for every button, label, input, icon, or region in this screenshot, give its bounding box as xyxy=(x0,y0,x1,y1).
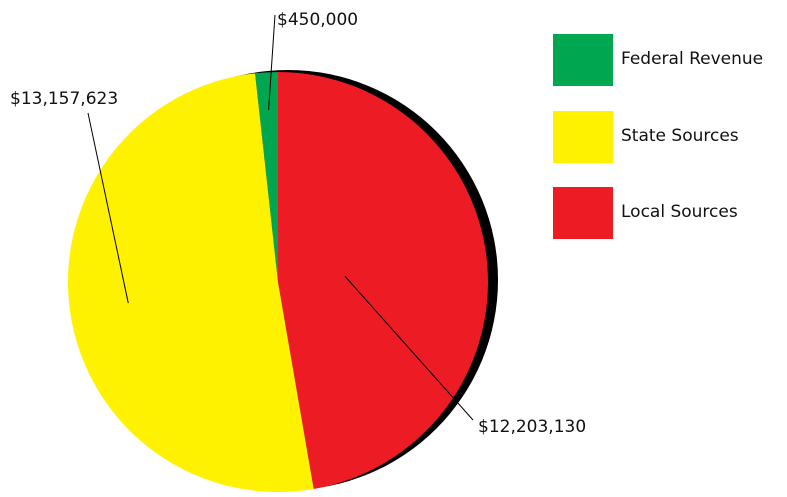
leader-line-local-sources xyxy=(344,275,474,421)
data-label-local-sources: $12,203,130 xyxy=(478,417,586,437)
pie-slice-federal-revenue xyxy=(255,72,278,282)
legend-label-local-sources: Local Sources xyxy=(621,202,738,222)
pie-slice-state-sources xyxy=(68,73,314,492)
legend-swatch-local-sources xyxy=(553,187,613,239)
legend-label-federal-revenue: Federal Revenue xyxy=(621,49,764,69)
legend-label-state-sources: State Sources xyxy=(621,126,739,146)
legend-item-local-sources: Local Sources xyxy=(553,187,783,239)
leader-line-federal-revenue xyxy=(268,14,276,111)
pie-slice-local-sources xyxy=(278,72,489,489)
legend-item-state-sources: State Sources xyxy=(553,111,783,163)
legend-item-federal-revenue: Federal Revenue xyxy=(553,34,783,86)
legend-swatch-state-sources xyxy=(553,111,613,163)
leader-line-state-sources xyxy=(87,112,129,304)
legend-swatch-federal-revenue xyxy=(553,34,613,86)
data-label-federal-revenue: $450,000 xyxy=(277,10,358,30)
data-label-state-sources: $13,157,623 xyxy=(10,89,118,109)
